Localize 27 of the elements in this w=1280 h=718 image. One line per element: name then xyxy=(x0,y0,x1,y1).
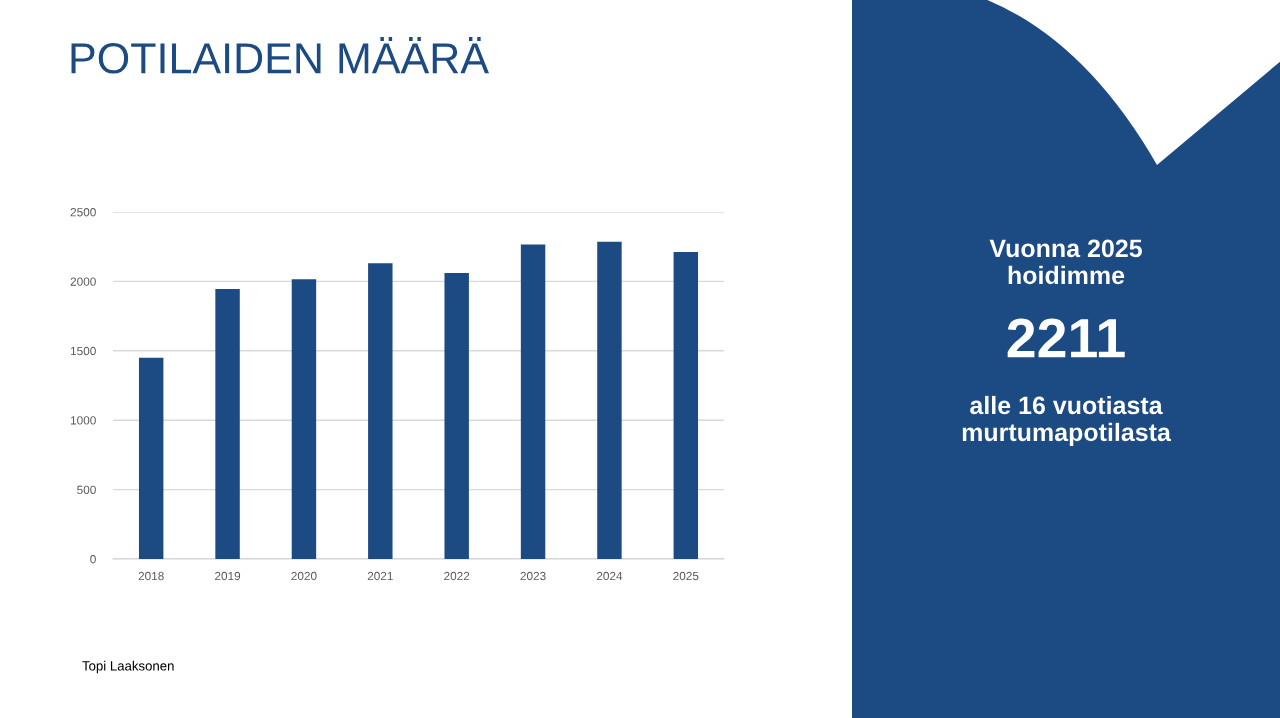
bar xyxy=(597,241,622,559)
text: Topi Laaksonen xyxy=(82,660,174,674)
x-tick-label: 2024 xyxy=(596,571,623,581)
y-tick-label: 500 xyxy=(77,485,96,494)
y-tick-label: 1500 xyxy=(70,346,96,356)
x-tick-label: 2021 xyxy=(367,571,393,581)
bar xyxy=(673,252,699,559)
x-tick-label: 2022 xyxy=(444,571,470,581)
x-tick-label: 2019 xyxy=(215,571,241,581)
y-tick-label: 2000 xyxy=(70,277,96,286)
y-tick-label: 0 xyxy=(90,555,96,564)
text: alle 16 vuotiasta murtumapotilasta xyxy=(962,395,1172,447)
x-tick-label: 2018 xyxy=(138,571,164,581)
text: 2211 xyxy=(1007,318,1125,358)
chart-title: POTILAIDEN MÄÄRÄ xyxy=(71,37,489,74)
bar xyxy=(444,273,469,559)
x-tick-label: 2020 xyxy=(291,571,317,581)
bar xyxy=(520,244,546,559)
text: Vuonna 2025 hoidimme xyxy=(989,239,1142,285)
bar xyxy=(368,263,393,559)
bar xyxy=(291,279,317,559)
y-tick-label: 1000 xyxy=(70,416,96,425)
bar xyxy=(138,357,164,559)
bar xyxy=(215,289,240,559)
x-tick-label: 2023 xyxy=(520,571,546,581)
x-tick-label: 2025 xyxy=(673,571,699,581)
y-tick-label: 2500 xyxy=(70,208,96,217)
